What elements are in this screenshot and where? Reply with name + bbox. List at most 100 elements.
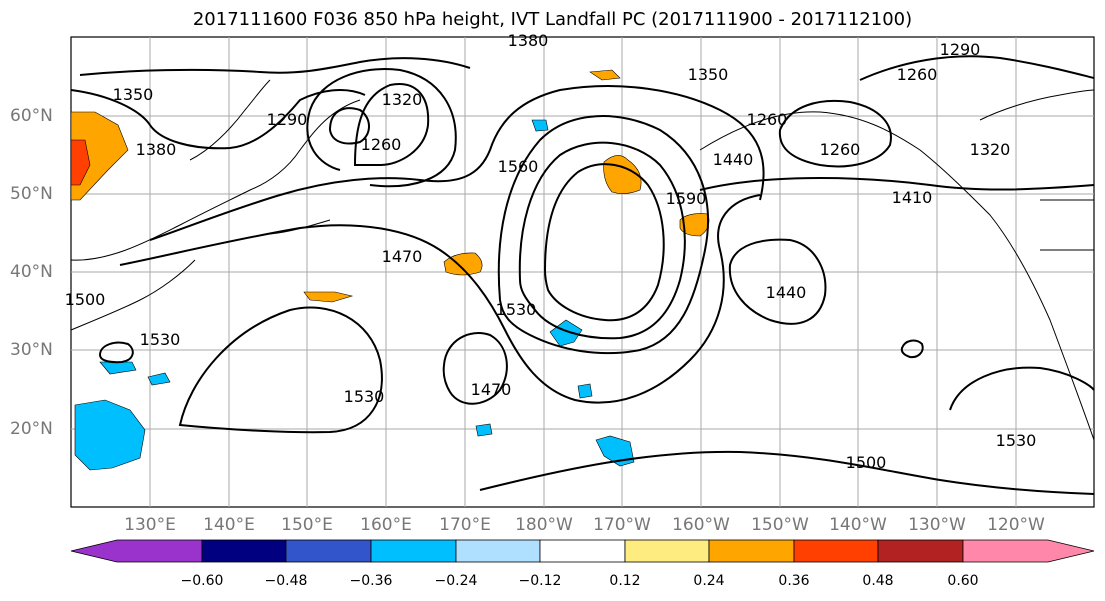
lon-label: 140°W xyxy=(829,515,887,535)
colorbar-segment xyxy=(285,539,372,563)
ivt-negative-region xyxy=(549,319,583,347)
height-contours xyxy=(70,55,1095,495)
colorbar-segment xyxy=(624,539,710,563)
colorbar-tick-label: 0.48 xyxy=(862,573,894,589)
colorbar-segment xyxy=(455,539,541,563)
lat-label: 20°N xyxy=(10,419,53,439)
contour-line xyxy=(328,107,370,145)
ivt-negative-region xyxy=(595,435,635,467)
lon-label: 130°W xyxy=(908,515,966,535)
colorbar-segment xyxy=(201,539,287,563)
ivt-positive-region xyxy=(589,69,621,81)
contour-line xyxy=(497,115,709,355)
lon-label: 120°W xyxy=(987,515,1045,535)
contour-label: 1590 xyxy=(666,189,707,208)
lon-label: 160°W xyxy=(672,515,730,535)
contour-label: 1290 xyxy=(940,40,981,59)
contour-line xyxy=(79,57,471,76)
contour-label: 1470 xyxy=(471,380,512,399)
contour-label: 1260 xyxy=(820,140,861,159)
colorbar-tick-label: −0.24 xyxy=(434,573,478,589)
contour-label: 1530 xyxy=(996,431,1037,450)
contour-label: 1320 xyxy=(382,90,423,109)
colorbar xyxy=(70,539,1095,563)
lon-label: 150°E xyxy=(281,515,333,535)
contour-label: 1410 xyxy=(892,188,933,207)
colorbar-tick-label: 0.12 xyxy=(609,573,641,589)
contour-line xyxy=(479,450,1095,495)
colorbar-tick-label: 0.60 xyxy=(947,573,979,589)
map-title: 2017111600 F036 850 hPa height, IVT Land… xyxy=(192,9,913,30)
colorbar-segment xyxy=(877,539,964,563)
lon-label: 170°W xyxy=(593,515,651,535)
lon-label: 170°E xyxy=(439,515,491,535)
contour-line xyxy=(699,177,1095,191)
contour-line xyxy=(518,141,686,340)
contour-label: 1470 xyxy=(382,247,423,266)
lat-label: 50°N xyxy=(10,184,53,204)
contour-line xyxy=(442,332,508,405)
ivt-negative-region xyxy=(531,119,549,132)
contour-label: 1500 xyxy=(65,290,106,309)
contour-line xyxy=(859,55,1095,81)
lat-label: 60°N xyxy=(10,106,53,126)
contour-line xyxy=(728,238,827,325)
lon-label: 130°E xyxy=(124,515,176,535)
ivt-negative-region xyxy=(577,383,593,399)
contour-line xyxy=(306,68,457,188)
colorbar-tick-label: −0.12 xyxy=(518,573,562,589)
contour-line xyxy=(353,83,430,166)
contour-label: 1350 xyxy=(113,85,154,104)
ivt-positive-region xyxy=(70,111,129,201)
colorbar-segment xyxy=(370,539,457,563)
colorbar-tick-label: 0.24 xyxy=(693,573,725,589)
contour-label: 1440 xyxy=(766,283,807,302)
ivt-negative-region xyxy=(74,399,146,471)
colorbar-tick-label: −0.36 xyxy=(349,573,393,589)
contour-line xyxy=(119,194,761,404)
coastlines xyxy=(70,79,1095,441)
contour-label: 1380 xyxy=(508,31,549,50)
lon-label: 160°E xyxy=(360,515,412,535)
contour-label: 1260 xyxy=(747,110,788,129)
contour-label: 1530 xyxy=(496,300,537,319)
contour-line xyxy=(178,306,383,434)
contour-label: 1440 xyxy=(713,150,754,169)
contour-line xyxy=(778,99,892,168)
contour-line xyxy=(949,366,1095,411)
contour-label: 1500 xyxy=(846,453,887,472)
colorbar-segment xyxy=(962,539,1095,563)
lon-label: 150°W xyxy=(751,515,809,535)
colorbar-tick-label: 0.36 xyxy=(778,573,810,589)
ivt-negative-region xyxy=(475,423,493,437)
contour-label: 1260 xyxy=(897,65,938,84)
contour-line xyxy=(70,89,366,150)
contour-label: 1560 xyxy=(498,157,539,176)
ivt-negative-region xyxy=(147,372,171,386)
colorbar-tick-label: −0.48 xyxy=(264,573,308,589)
contour-line xyxy=(149,85,765,241)
contour-label: 1260 xyxy=(361,135,402,154)
contour-label: 1350 xyxy=(688,65,729,84)
contour-label: 1380 xyxy=(136,140,177,159)
ivt-positive-region xyxy=(70,139,91,186)
contour-line xyxy=(543,163,665,322)
contour-line xyxy=(98,341,134,364)
ivt-shading xyxy=(70,69,710,471)
lon-label: 180°W xyxy=(515,515,573,535)
ivt-positive-region xyxy=(303,291,354,303)
colorbar-segment xyxy=(539,539,626,563)
contour-label: 1530 xyxy=(140,330,181,349)
lon-label: 140°E xyxy=(203,515,255,535)
contour-label: 1530 xyxy=(344,387,385,406)
lat-label: 30°N xyxy=(10,340,53,360)
colorbar-segment xyxy=(708,539,795,563)
colorbar-segment xyxy=(793,539,879,563)
contour-labels: 1380 1350 1380 1290 1320 1260 1350 1260 … xyxy=(65,31,1037,472)
lat-label: 40°N xyxy=(10,262,53,282)
contour-label: 1290 xyxy=(267,110,308,129)
contour-line xyxy=(900,339,924,359)
colorbar-tick-label: −0.60 xyxy=(180,573,224,589)
colorbar-segment xyxy=(70,539,203,563)
